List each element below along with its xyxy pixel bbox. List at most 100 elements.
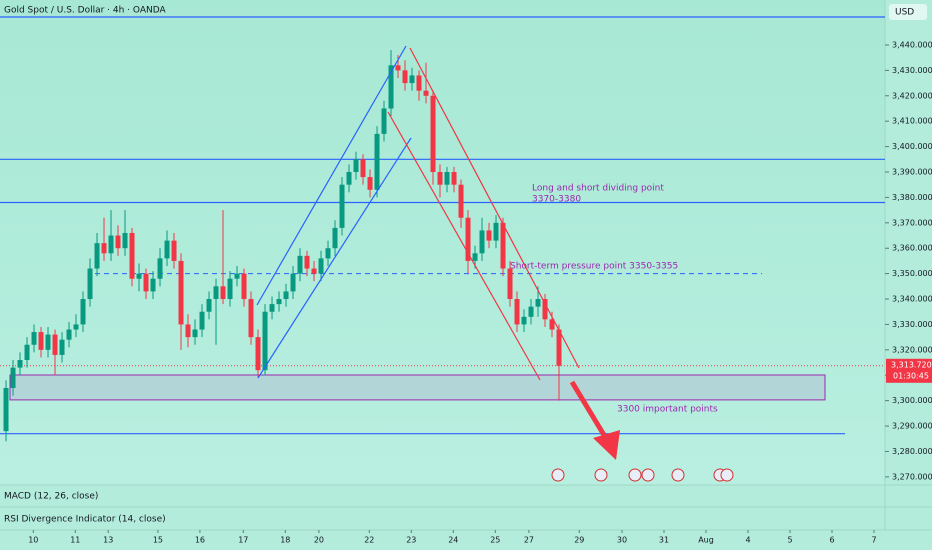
candle-body — [115, 235, 121, 249]
candle-body — [416, 75, 422, 91]
candle-body — [451, 171, 457, 185]
y-tick-label: 3,400.000 — [892, 142, 932, 151]
x-tick-label: 5 — [787, 536, 792, 545]
countdown: 01:30:45 — [893, 371, 929, 380]
y-tick-label: 3,440.000 — [892, 40, 932, 49]
channel-line — [409, 47, 580, 369]
annotation: 3300 important points — [617, 405, 718, 415]
candle-body — [346, 171, 352, 185]
candle-body — [38, 332, 44, 350]
y-tick-label: 3,300.000 — [892, 396, 932, 405]
candle-body — [409, 75, 415, 84]
candle-body — [290, 273, 296, 292]
arrow-head — [593, 430, 620, 460]
annotation: Long and short dividing point — [532, 184, 664, 194]
candle-body — [150, 278, 156, 292]
candle-body — [535, 299, 541, 307]
candle-body — [276, 299, 282, 305]
x-tick-label: 17 — [238, 536, 248, 545]
candle-body — [486, 230, 492, 241]
candle-body — [465, 217, 471, 261]
time-axis-background — [0, 530, 932, 550]
y-tick-label: 3,390.000 — [892, 167, 932, 176]
candle-body — [213, 286, 219, 300]
candle-body — [220, 286, 226, 300]
candle-body — [262, 311, 268, 371]
candle-body — [437, 171, 443, 185]
indicator-label[interactable]: RSI Divergence Indicator (14, close) — [4, 515, 166, 525]
candle-body — [388, 65, 394, 109]
x-tick-label: 13 — [103, 536, 113, 545]
last-price-label: 3,313.720 — [891, 360, 932, 369]
x-tick-label: 27 — [524, 536, 534, 545]
y-tick-label: 3,350.000 — [892, 269, 932, 278]
x-tick-label: 20 — [314, 536, 324, 545]
candle-body — [269, 304, 275, 312]
candle-body — [10, 367, 16, 388]
candle-body — [297, 255, 303, 274]
x-tick-label: 6 — [829, 536, 834, 545]
candle-body — [3, 387, 9, 432]
candle-body — [493, 222, 499, 241]
candle-body — [479, 230, 485, 254]
candle-body — [458, 184, 464, 218]
y-tick-label: 3,290.000 — [892, 422, 932, 431]
candle-body — [248, 299, 254, 338]
candle-body — [52, 334, 58, 355]
candle-body — [143, 273, 149, 292]
candle-body — [255, 337, 261, 371]
channel-line — [257, 137, 412, 379]
x-tick-label: 4 — [745, 536, 750, 545]
candle-body — [73, 324, 79, 330]
annotation: Short-term pressure point 3350-3355 — [510, 262, 678, 272]
x-tick-label: 22 — [364, 536, 374, 545]
arrow-shaft — [569, 380, 610, 442]
candle-body — [507, 268, 513, 300]
x-tick-label: 30 — [617, 536, 627, 545]
candle-body — [374, 133, 380, 190]
x-tick-label: 31 — [659, 536, 669, 545]
currency-badge[interactable] — [889, 4, 927, 20]
candle-body — [528, 306, 534, 317]
y-tick-label: 3,380.000 — [892, 193, 932, 202]
candle-body — [185, 324, 191, 338]
candle-body — [66, 329, 72, 340]
x-tick-label: 23 — [406, 536, 416, 545]
candle-body — [402, 70, 408, 84]
price-axis-background — [885, 0, 932, 530]
x-tick-label: 11 — [70, 536, 80, 545]
y-tick-label: 3,320.000 — [892, 345, 932, 354]
candle-body — [164, 240, 170, 259]
x-tick-label: 15 — [153, 536, 163, 545]
y-tick-label: 3,410.000 — [892, 117, 932, 126]
y-tick-label: 3,330.000 — [892, 320, 932, 329]
candle-body — [122, 232, 128, 249]
y-tick-label: 3,420.000 — [892, 91, 932, 100]
currency: USD — [895, 8, 914, 18]
y-tick-label: 3,370.000 — [892, 218, 932, 227]
candle-body — [94, 243, 100, 269]
candle-body — [430, 95, 436, 172]
candle-body — [234, 273, 240, 279]
support-zone — [9, 374, 826, 401]
candle-body — [556, 329, 562, 366]
annotation: 3370-3380 — [532, 195, 581, 205]
x-tick-label: 24 — [448, 536, 458, 545]
candle-body — [395, 65, 401, 71]
indicator-label[interactable]: MACD (12, 26, close) — [4, 492, 98, 502]
candle-body — [129, 232, 135, 279]
candle-body — [101, 243, 107, 254]
candle-body — [241, 273, 247, 300]
candle-body — [80, 299, 86, 325]
channel-line — [256, 45, 407, 306]
event-icons — [551, 468, 734, 482]
candle-body — [423, 90, 429, 96]
candle-body — [108, 235, 114, 254]
y-tick-label: 3,430.000 — [892, 66, 932, 75]
candle-body — [171, 240, 177, 261]
candle-body — [87, 268, 93, 300]
x-tick-label: 10 — [28, 536, 38, 545]
candle-body — [339, 184, 345, 228]
candle-body — [514, 299, 520, 325]
